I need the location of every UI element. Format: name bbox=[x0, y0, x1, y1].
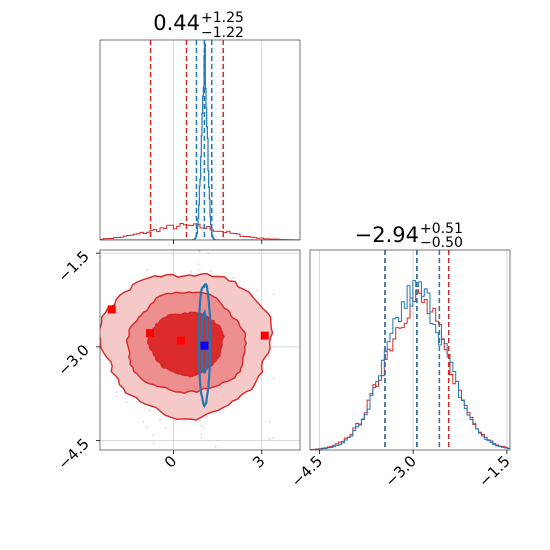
histogram-y-grid bbox=[318, 250, 508, 450]
scatter-2d-red-contours bbox=[100, 272, 274, 421]
scatter-2d-red-marker bbox=[176, 336, 185, 345]
scatter-2d-sample-blue bbox=[200, 433, 202, 435]
histogram-x-title-minus: −1.22 bbox=[201, 25, 244, 41]
scatter-2d-red-marker bbox=[107, 305, 116, 314]
scatter-2d-sample-red bbox=[232, 276, 235, 279]
scatter-2d-sample-red bbox=[256, 289, 259, 292]
scatter-2d-sample-blue bbox=[207, 252, 210, 255]
scatter-2d-sample-blue bbox=[198, 229, 200, 231]
scatter-2d-ytick-label: −4.5 bbox=[54, 435, 92, 473]
scatter-2d-sample-red bbox=[115, 391, 118, 394]
scatter-2d-sample-red bbox=[216, 439, 219, 442]
scatter-2d-sample-red bbox=[269, 420, 272, 423]
histogram-x-title-plus: +1.25 bbox=[201, 10, 244, 26]
scatter-2d-red-marker bbox=[260, 331, 269, 340]
histogram-y-blue-series bbox=[310, 280, 510, 450]
scatter-2d-sample-red bbox=[125, 400, 128, 403]
histogram-x-panel: 0.44 +1.25 −1.22 bbox=[99, 10, 301, 244]
scatter-2d-sample-red bbox=[146, 426, 148, 428]
scatter-2d-sample-red bbox=[96, 372, 98, 374]
scatter-2d-sample-blue bbox=[214, 445, 217, 448]
scatter-2d-sample-red bbox=[268, 438, 271, 441]
scatter-2d-sample-red bbox=[267, 355, 270, 358]
histogram-y-ticks: −4.5 −3.0 −1.5 bbox=[288, 450, 514, 491]
scatter-2d-sample-red bbox=[198, 269, 201, 272]
scatter-2d-sample-blue bbox=[191, 234, 193, 236]
scatter-2d-sample-blue bbox=[200, 424, 203, 427]
scatter-2d-frame bbox=[99, 249, 301, 451]
scatter-2d-sample-red bbox=[152, 434, 155, 437]
histogram-y-tick-label: −3.0 bbox=[381, 452, 419, 490]
histogram-x-red-series bbox=[100, 222, 300, 240]
scatter-2d-sample-red bbox=[56, 484, 58, 486]
scatter-2d-sample-red bbox=[152, 442, 155, 445]
scatter-2d-sample-red bbox=[90, 295, 92, 297]
scatter-2d-sample-blue bbox=[200, 235, 202, 237]
histogram-y-title-minus: −0.50 bbox=[420, 235, 463, 251]
histogram-x-frame bbox=[99, 39, 301, 241]
scatter-2d-sample-red bbox=[142, 420, 145, 423]
scatter-2d-sample-red bbox=[116, 395, 118, 397]
scatter-2d-blue-marker bbox=[200, 341, 209, 350]
histogram-y-tick-label: −4.5 bbox=[288, 452, 326, 490]
histogram-x-title-value: 0.44 bbox=[153, 11, 200, 35]
histogram-x-quantile-lines bbox=[149, 40, 224, 240]
scatter-2d-sample-blue bbox=[200, 436, 203, 439]
histogram-x-series bbox=[100, 43, 300, 240]
scatter-2d-ytick-label: −1.5 bbox=[54, 247, 92, 285]
scatter-2d-red-marker bbox=[146, 329, 154, 338]
scatter-2d-blue-contour bbox=[197, 283, 212, 409]
scatter-2d-sample-red bbox=[77, 371, 79, 373]
histogram-y-red-series bbox=[310, 289, 510, 450]
scatter-2d-xtick-label: 3 bbox=[249, 452, 268, 471]
scatter-2d-sample-blue bbox=[189, 271, 192, 273]
scatter-2d-ytick-label: −3.0 bbox=[54, 341, 92, 379]
histogram-y-title-plus: +0.51 bbox=[420, 221, 463, 237]
scatter-2d-xtick-label: 0 bbox=[161, 452, 180, 471]
scatter-2d-sample-red bbox=[272, 437, 274, 440]
histogram-y-quantile-lines bbox=[384, 250, 450, 450]
histogram-y-tick-label: −1.5 bbox=[475, 452, 513, 490]
histogram-y-title-value: −2.94 bbox=[355, 223, 419, 247]
scatter-2d-sample-blue bbox=[197, 263, 200, 266]
scatter-2d-sample-red bbox=[78, 327, 80, 329]
scatter-2d-sample-blue bbox=[206, 248, 208, 250]
scatter-2d-sample-red bbox=[165, 427, 167, 429]
histogram-x-grid bbox=[173, 40, 263, 240]
scatter-2d-sample-blue bbox=[200, 492, 202, 494]
scatter-2d-sample-red bbox=[272, 293, 275, 296]
scatter-2d-sample-blue bbox=[192, 213, 194, 215]
scatter-2d-markers bbox=[107, 305, 269, 350]
scatter-2d-sample-red bbox=[160, 243, 162, 245]
scatter-2d-sample-blue bbox=[208, 243, 210, 245]
scatter-2d-sample-red bbox=[272, 377, 275, 380]
scatter-2d-sample-red bbox=[148, 409, 151, 412]
histogram-x-blue-series bbox=[100, 43, 300, 240]
scatter-2d-sample-blue bbox=[211, 474, 213, 476]
scatter-2d-sample-blue bbox=[202, 231, 204, 233]
scatter-2d-sample-blue bbox=[198, 250, 201, 253]
scatter-2d-sample-blue bbox=[205, 415, 208, 418]
histogram-y-panel: −4.5 −3.0 −1.5 −2.94 +0.51 −0.50 bbox=[288, 221, 514, 491]
scatter-2d-sample-red bbox=[159, 418, 162, 421]
histogram-y-frame bbox=[309, 249, 511, 451]
scatter-2d-sample-blue bbox=[210, 270, 213, 273]
histogram-x-ticks bbox=[173, 240, 263, 244]
scatter-2d-sample-red bbox=[146, 269, 149, 271]
scatter-2d-panel: 0 3 −1.5 −3.0 −4.5 bbox=[54, 213, 301, 494]
histogram-y-series bbox=[310, 280, 510, 450]
scatter-2d-sample-blue bbox=[202, 427, 205, 430]
